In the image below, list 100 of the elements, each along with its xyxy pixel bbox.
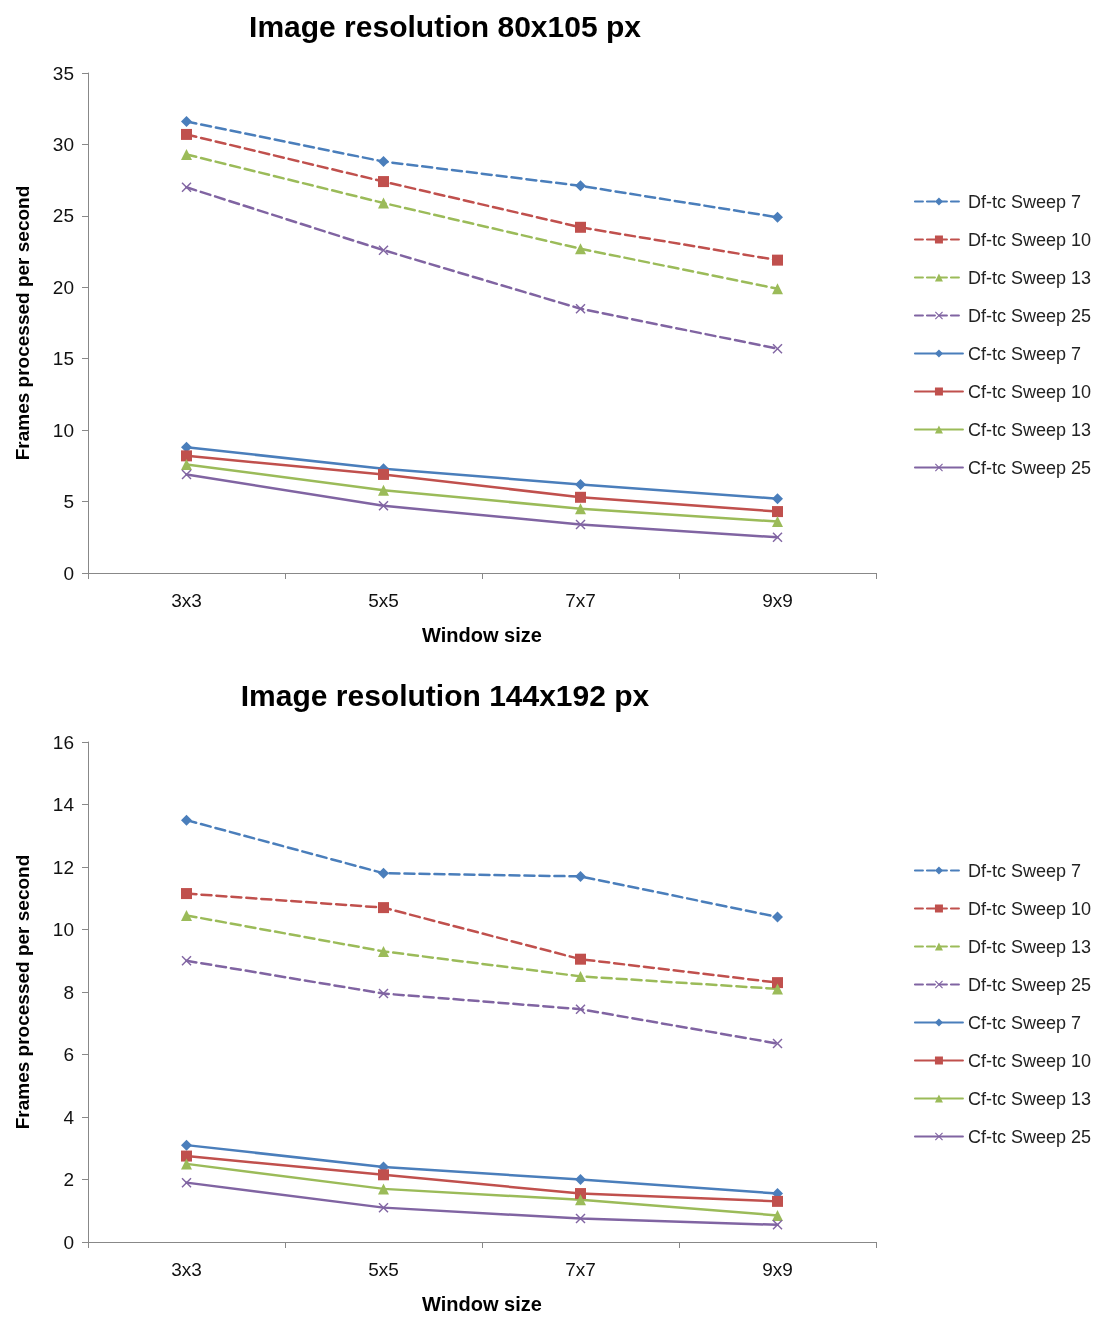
point (378, 945, 389, 957)
legend-label: Df-tc Sweep 13 (967, 267, 1092, 288)
chart-title: Image resolution 80x105 px (249, 9, 642, 43)
point (575, 503, 586, 515)
point (378, 867, 389, 879)
point (575, 1174, 586, 1185)
legend-label: Df-tc Sweep 7 (967, 860, 1081, 881)
x-tick-label: 3x3 (171, 1259, 202, 1280)
legend-label: Df-tc Sweep 10 (967, 229, 1092, 250)
point (378, 902, 389, 914)
point (181, 148, 192, 160)
x-tick-label: 7x7 (565, 590, 596, 611)
legend-label: Cf-tc Sweep 7 (967, 1012, 1081, 1033)
y-tick-label: 0 (63, 562, 74, 584)
point (181, 128, 192, 140)
y-tick-label: 5 (63, 491, 74, 513)
point (181, 116, 192, 128)
legend-label: Df-tc Sweep 25 (967, 305, 1092, 326)
point (575, 519, 586, 530)
x-axis-title: Window size (422, 1293, 542, 1315)
point (772, 911, 783, 923)
x-axis-title: Window size (422, 624, 542, 646)
point (378, 1202, 389, 1213)
legend-label: Df-tc Sweep 7 (967, 191, 1081, 212)
legend-label: Cf-tc Sweep 7 (967, 343, 1081, 364)
point (772, 506, 783, 518)
legend-label: Cf-tc Sweep 25 (967, 1126, 1092, 1147)
point (575, 1213, 586, 1224)
y-tick-label: 20 (52, 276, 74, 298)
point (772, 343, 783, 354)
point (772, 1219, 783, 1230)
point (378, 245, 389, 256)
x-tick-label: 5x5 (368, 590, 399, 611)
y-tick-label: 15 (52, 348, 74, 370)
point (575, 1194, 586, 1206)
point (181, 1158, 192, 1170)
point (378, 988, 389, 999)
point (181, 458, 192, 470)
x-tick-label: 5x5 (368, 1259, 399, 1280)
point (575, 491, 586, 503)
point (772, 493, 783, 505)
point (772, 283, 783, 295)
point (575, 243, 586, 255)
legend-label: Df-tc Sweep 13 (967, 936, 1092, 957)
point (378, 484, 389, 496)
point (378, 468, 389, 480)
point (575, 970, 586, 982)
point (181, 1139, 192, 1151)
legend-label: Df-tc Sweep 25 (967, 974, 1092, 995)
point (772, 532, 783, 543)
point (378, 500, 389, 511)
chart-title: Image resolution 144x192 px (240, 678, 650, 712)
y-tick-label: 2 (63, 1169, 74, 1190)
point (772, 211, 783, 223)
point (575, 180, 586, 192)
y-tick-label: 4 (63, 1106, 75, 1128)
point (772, 254, 783, 266)
y-tick-label: 8 (63, 981, 74, 1003)
y-tick-label: 12 (52, 856, 74, 878)
point (772, 516, 783, 528)
point (575, 1004, 586, 1015)
y-tick-label: 35 (52, 62, 74, 84)
point (181, 469, 192, 480)
x-tick-label: 7x7 (565, 1259, 596, 1280)
y-tick-label: 16 (52, 731, 74, 753)
y-tick-label: 10 (52, 919, 74, 940)
legend-label: Df-tc Sweep 10 (967, 898, 1092, 919)
point (378, 1183, 389, 1195)
y-tick-label: 14 (52, 794, 75, 815)
x-tick-label: 3x3 (171, 590, 202, 611)
point (575, 953, 586, 965)
point (575, 478, 586, 490)
y-tick-label: 6 (63, 1044, 74, 1065)
y-tick-label: 10 (52, 419, 74, 441)
point (575, 221, 586, 233)
point (181, 909, 192, 921)
y-axis-title: Frames processed per second (12, 854, 33, 1130)
x-tick-label: 9x9 (762, 1259, 793, 1280)
point (378, 176, 389, 188)
y-tick-label: 30 (52, 133, 74, 155)
y-tick-label: 25 (52, 205, 74, 227)
y-axis-title: Frames processed per second (12, 185, 33, 461)
point (181, 888, 192, 900)
legend-label: Cf-tc Sweep 13 (967, 1088, 1092, 1109)
point (181, 1150, 192, 1162)
point (181, 1177, 192, 1188)
point (575, 870, 586, 882)
x-tick-label: 9x9 (762, 590, 793, 611)
legend-label: Cf-tc Sweep 10 (967, 1050, 1092, 1071)
point (181, 182, 192, 193)
point (772, 983, 783, 995)
point (378, 156, 389, 168)
point (378, 1169, 389, 1181)
point (181, 814, 192, 826)
legend-label: Cf-tc Sweep 13 (967, 419, 1092, 440)
point (181, 450, 192, 462)
point (772, 1195, 783, 1207)
legend-label: Cf-tc Sweep 25 (967, 457, 1092, 478)
point (575, 303, 586, 314)
point (772, 1209, 783, 1221)
